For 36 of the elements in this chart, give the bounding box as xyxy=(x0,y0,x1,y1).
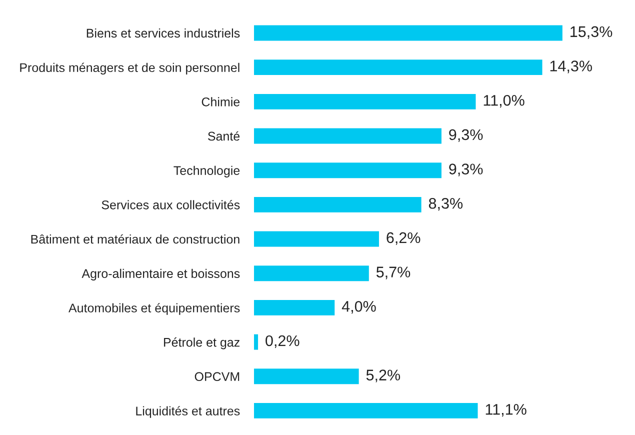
y-tick-label: Technologie xyxy=(174,166,240,178)
data-label: 9,3% xyxy=(449,164,483,176)
data-label: 11,0% xyxy=(484,94,524,108)
bar xyxy=(254,402,478,418)
bar xyxy=(254,25,562,41)
bar xyxy=(254,368,359,384)
data-label: 5,2% xyxy=(366,370,400,382)
y-tick-label: Liquidités et autres xyxy=(136,406,240,418)
bar xyxy=(254,162,442,178)
data-label: 9,3% xyxy=(449,129,483,142)
y-tick-label: Agro-alimentaire et boissons xyxy=(82,268,240,280)
data-label: 15,3% xyxy=(570,26,612,39)
bar xyxy=(254,300,335,316)
y-tick-label: Services aux collectivités xyxy=(102,200,240,210)
bar xyxy=(254,231,379,247)
data-label: 5,7% xyxy=(376,266,410,280)
y-tick-label: Pétrole et gaz xyxy=(164,337,240,350)
y-tick-label: Produits ménagers et de soin personnel xyxy=(20,62,240,75)
data-label: 14,3% xyxy=(550,60,592,74)
data-label: 6,2% xyxy=(386,232,420,245)
y-tick-label: Bâtiment et matériaux de construction xyxy=(31,234,240,244)
bar xyxy=(254,94,476,110)
y-tick-label: Chimie xyxy=(202,97,240,106)
y-tick-label: Biens et services industriels xyxy=(86,28,240,38)
y-tick-label: OPCVM xyxy=(194,372,240,382)
bar xyxy=(254,334,258,350)
bar xyxy=(254,60,542,76)
data-label: 4,0% xyxy=(342,300,376,314)
y-tick-label: Santé xyxy=(208,131,240,141)
bar xyxy=(254,128,442,144)
data-label: 0,2% xyxy=(266,335,300,348)
data-label: 8,3% xyxy=(428,198,463,211)
data-label: 11,1% xyxy=(486,404,526,417)
bar xyxy=(254,266,369,282)
bar xyxy=(254,196,422,212)
y-tick-label: Automobiles et équipementiers xyxy=(68,303,240,315)
